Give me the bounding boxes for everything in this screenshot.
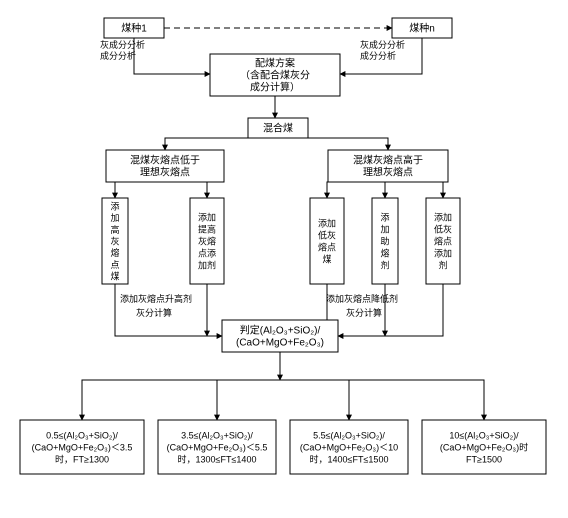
node-l1-line-0: 添 bbox=[110, 201, 119, 211]
text-ashn-0: 灰成分分析 bbox=[360, 39, 405, 50]
node-l2-line-0: 添加 bbox=[198, 213, 216, 223]
node-r1: 添加低灰熔点煤 bbox=[310, 198, 344, 284]
node-r3-line-3: 添加 bbox=[434, 249, 452, 259]
node-txtLc: 灰分计算 bbox=[136, 307, 172, 318]
node-b4-line-2: FT≥1500 bbox=[466, 455, 502, 465]
node-ashn: 灰成分分析成分分析 bbox=[360, 39, 405, 61]
node-r1-line-2: 熔点 bbox=[318, 242, 336, 253]
node-r3-line-1: 低灰 bbox=[434, 224, 452, 235]
node-low-line-0: 混煤灰熔点低于 bbox=[130, 154, 200, 167]
edge-fan-b2 bbox=[217, 380, 280, 420]
node-l1-line-5: 点 bbox=[110, 260, 119, 270]
node-b3-line-1: (CaO+MgO+Fe₂O₃)＜10 bbox=[300, 443, 398, 453]
node-b3-line-2: 时，1400≤FT≤1500 bbox=[310, 454, 389, 465]
node-b2-line-0: 3.5≤(Al₂O₃+SiO₂)/ bbox=[181, 431, 253, 441]
node-b1: 0.5≤(Al₂O₃+SiO₂)/ (CaO+MgO+Fe₂O₃)＜3.5时，FT… bbox=[20, 420, 144, 474]
text-txtRc-0: 灰分计算 bbox=[346, 307, 382, 318]
node-center: 判定(Al₂O₃+SiO₂)/(CaO+MgO+Fe₂O₃) bbox=[222, 320, 338, 352]
node-coal1: 煤种1 bbox=[104, 18, 164, 38]
node-b2-line-2: 时，1300≤FT≤1400 bbox=[178, 454, 257, 465]
node-b4-line-0: 10≤(Al₂O₃+SiO₂)/ bbox=[449, 431, 519, 441]
edge-high-r2 bbox=[385, 182, 388, 198]
node-coal1-line-0: 煤种1 bbox=[121, 22, 147, 35]
node-low-line-1: 理想灰熔点 bbox=[140, 166, 190, 179]
node-r2-line-1: 加 bbox=[380, 225, 389, 235]
node-blend: 配煤方案（含配合煤灰分成分计算） bbox=[210, 54, 340, 96]
edge-high-r1 bbox=[327, 182, 350, 198]
node-blend-line-2: 成分计算） bbox=[250, 81, 300, 94]
edge-fan-b1 bbox=[82, 380, 280, 420]
edge-fan-b3 bbox=[280, 380, 349, 420]
node-r1-line-1: 低灰 bbox=[318, 230, 336, 241]
node-l1-line-6: 煤 bbox=[110, 271, 119, 282]
node-l1: 添加高灰熔点煤 bbox=[102, 198, 128, 284]
edge-fan-b4 bbox=[280, 380, 484, 420]
text-txtR-0: 添加灰熔点降低剂 bbox=[326, 293, 398, 304]
text-ashn-1: 成分分析 bbox=[360, 50, 396, 61]
node-l1-line-3: 灰 bbox=[110, 236, 119, 247]
node-txtRc: 灰分计算 bbox=[346, 307, 382, 318]
text-ash1-1: 成分分析 bbox=[100, 50, 136, 61]
edge-low-l2 bbox=[195, 182, 207, 198]
text-txtLc-0: 灰分计算 bbox=[136, 307, 172, 318]
edge-coal1-blend bbox=[134, 38, 210, 74]
node-b3-line-0: 5.5≤(Al₂O₃+SiO₂)/ bbox=[313, 431, 385, 441]
node-b3: 5.5≤(Al₂O₃+SiO₂)/ (CaO+MgO+Fe₂O₃)＜10时，140… bbox=[290, 420, 408, 474]
node-blend-line-0: 配煤方案 bbox=[255, 57, 295, 70]
node-r2-line-2: 助 bbox=[380, 236, 389, 247]
node-r2-line-4: 剂 bbox=[380, 260, 389, 271]
node-b2: 3.5≤(Al₂O₃+SiO₂)/ (CaO+MgO+Fe₂O₃)＜5.5时，13… bbox=[158, 420, 276, 474]
node-l2: 添加提高灰熔点添加剂 bbox=[190, 198, 224, 284]
edge-high-r3 bbox=[430, 182, 443, 198]
node-b2-line-1: (CaO+MgO+Fe₂O₃)＜5.5 bbox=[167, 443, 268, 453]
node-l2-line-2: 灰熔 bbox=[198, 236, 216, 247]
node-r3-line-0: 添加 bbox=[434, 213, 452, 223]
node-r2: 添加助熔剂 bbox=[372, 198, 398, 284]
node-b4: 10≤(Al₂O₃+SiO₂)/(CaO+MgO+Fe₂O₃)时 FT≥1500 bbox=[422, 420, 546, 474]
node-l1-line-4: 熔 bbox=[110, 247, 119, 258]
node-coaln-line-0: 煤种n bbox=[409, 22, 435, 35]
node-blend-line-1: （含配合煤灰分 bbox=[240, 69, 310, 82]
node-coaln: 煤种n bbox=[392, 18, 452, 38]
node-l1-line-1: 加 bbox=[110, 213, 119, 223]
node-txtL: 添加灰熔点升高剂 bbox=[120, 293, 192, 304]
node-l1-line-2: 高 bbox=[110, 224, 119, 235]
node-high: 混煤灰熔点高于理想灰熔点 bbox=[328, 150, 448, 182]
node-mixed-line-0: 混合煤 bbox=[263, 122, 293, 135]
node-center-line-0: 判定(Al₂O₃+SiO₂)/ bbox=[240, 324, 321, 337]
node-r1-line-3: 煤 bbox=[322, 254, 331, 265]
node-b1-line-2: 时，FT≥1300 bbox=[55, 454, 109, 465]
node-r3: 添加低灰熔点添加剂 bbox=[426, 198, 460, 284]
node-low: 混煤灰熔点低于理想灰熔点 bbox=[106, 150, 224, 182]
node-r1-line-0: 添加 bbox=[318, 219, 336, 229]
node-l2-line-1: 提高 bbox=[198, 224, 216, 235]
edge-mixed-high bbox=[288, 138, 388, 150]
edge-low-l1 bbox=[115, 182, 130, 198]
node-b1-line-1: (CaO+MgO+Fe₂O₃)＜3.5 bbox=[32, 443, 133, 453]
text-ash1-0: 灰成分分析 bbox=[100, 39, 145, 50]
node-high-line-1: 理想灰熔点 bbox=[363, 166, 413, 179]
node-l2-line-4: 加剂 bbox=[198, 260, 216, 271]
node-b1-line-0: 0.5≤(Al₂O₃+SiO₂)/ bbox=[46, 431, 118, 441]
node-l2-line-3: 点添 bbox=[198, 249, 216, 259]
node-r3-line-2: 熔点 bbox=[434, 236, 452, 247]
node-r2-line-0: 添 bbox=[380, 213, 389, 223]
node-ash1: 灰成分分析成分分析 bbox=[100, 39, 145, 61]
text-txtL-0: 添加灰熔点升高剂 bbox=[120, 293, 192, 304]
edge-mixed-low bbox=[165, 138, 268, 150]
node-b4-line-1: (CaO+MgO+Fe₂O₃)时 bbox=[440, 442, 528, 453]
node-r3-line-4: 剂 bbox=[438, 260, 447, 271]
node-txtR: 添加灰熔点降低剂 bbox=[326, 293, 398, 304]
node-center-line-1: (CaO+MgO+Fe₂O₃) bbox=[236, 338, 324, 349]
node-high-line-0: 混煤灰熔点高于 bbox=[353, 154, 423, 167]
node-mixed: 混合煤 bbox=[248, 118, 308, 138]
node-r2-line-3: 熔 bbox=[380, 248, 389, 259]
